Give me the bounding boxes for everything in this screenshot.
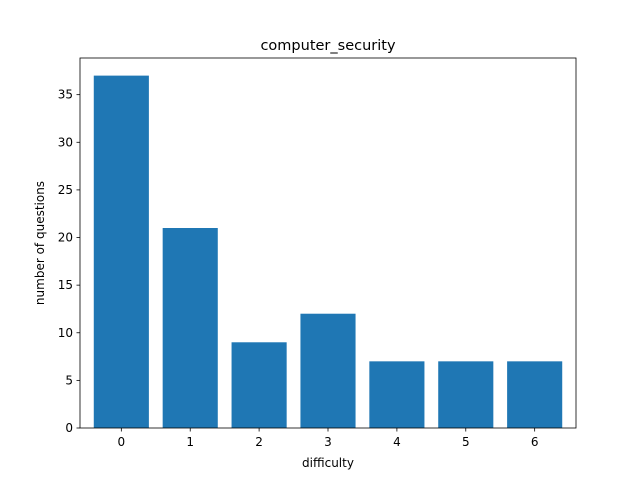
y-tick-label: 20 bbox=[58, 231, 73, 245]
bar-4 bbox=[369, 361, 425, 428]
x-tick-label: 0 bbox=[118, 435, 126, 449]
x-axis-label: difficulty bbox=[302, 456, 354, 470]
y-axis-label: number of questions bbox=[33, 181, 47, 305]
y-tick-label: 15 bbox=[58, 278, 73, 292]
y-tick-label: 25 bbox=[58, 183, 73, 197]
x-tick-label: 2 bbox=[255, 435, 263, 449]
bar-5 bbox=[438, 361, 494, 428]
bar-0 bbox=[93, 75, 149, 428]
bar-3 bbox=[300, 313, 356, 428]
y-tick-label: 30 bbox=[58, 135, 73, 149]
bar-6 bbox=[507, 361, 563, 428]
plot-frame bbox=[79, 57, 577, 429]
x-tick-label: 1 bbox=[186, 435, 194, 449]
bar-1 bbox=[162, 228, 218, 428]
x-tick-label: 5 bbox=[462, 435, 470, 449]
x-tick-label: 4 bbox=[393, 435, 401, 449]
bars-group bbox=[93, 75, 563, 428]
bar-2 bbox=[231, 342, 287, 428]
x-tick-label: 6 bbox=[531, 435, 539, 449]
y-tick-label: 5 bbox=[65, 373, 73, 387]
x-tick-label: 3 bbox=[324, 435, 332, 449]
y-tick-label: 35 bbox=[58, 88, 73, 102]
x-axis-ticks: 0 1 2 3 4 5 6 bbox=[118, 428, 539, 449]
y-tick-label: 10 bbox=[58, 326, 73, 340]
y-tick-label: 0 bbox=[65, 421, 73, 435]
y-axis-ticks: 0 5 10 15 20 25 30 35 bbox=[58, 88, 80, 435]
chart-title: computer_security bbox=[260, 38, 395, 54]
